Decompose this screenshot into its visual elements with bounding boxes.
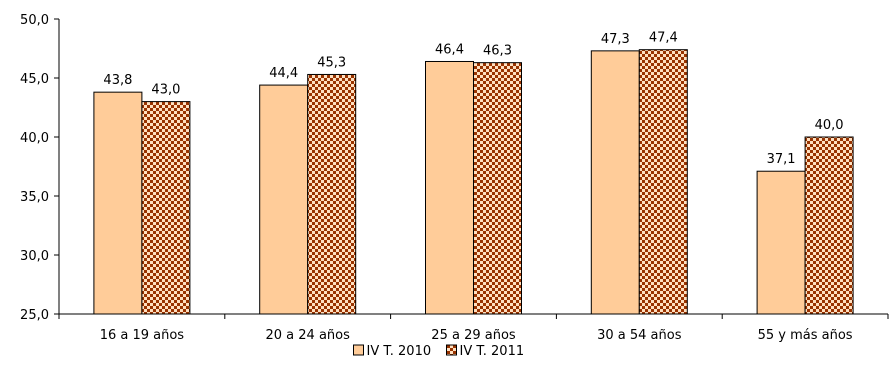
data-labels: 43,8 43,0 44,4 45,3 46,4 46,3 47,3 47,4 37,1 40,0 [103, 31, 843, 168]
x-tick-label: 30 a 54 años [597, 328, 682, 343]
data-label: 46,3 [483, 44, 512, 59]
data-label: 45,3 [317, 55, 346, 70]
x-tick-label: 16 a 19 años [100, 328, 185, 343]
y-tick-label: 40,0 [20, 131, 49, 146]
data-label: 47,3 [601, 32, 630, 47]
data-label: 43,8 [103, 73, 132, 88]
y-tick-label: 50,0 [20, 13, 49, 28]
legend-swatch [353, 344, 364, 356]
x-tick-label: 55 y más años [758, 328, 853, 343]
bar-iv-t-2011 [804, 136, 854, 315]
data-label: 37,1 [767, 152, 796, 167]
bar-iv-t-2010 [259, 84, 309, 315]
y-tick-label: 30,0 [20, 249, 49, 264]
y-tick-label: 25,0 [20, 308, 49, 323]
legend-label: IV T. 2011 [460, 344, 525, 359]
data-label: 44,4 [269, 66, 298, 81]
bar-iv-t-2010 [590, 50, 640, 315]
bar-iv-t-2011 [638, 49, 688, 315]
x-tick-label: 20 a 24 años [266, 328, 351, 343]
data-label: 46,4 [435, 42, 464, 57]
bars [93, 49, 854, 315]
bar-iv-t-2011 [473, 62, 522, 315]
data-label: 43,0 [151, 83, 180, 98]
bar-iv-t-2010 [425, 60, 474, 315]
y-tick-label: 45,0 [20, 72, 49, 87]
bar-iv-t-2010 [93, 91, 143, 315]
legend-label: IV T. 2010 [367, 344, 432, 359]
y-axis: 25,0 30,0 35,0 40,0 45,0 50,0 [20, 13, 60, 323]
data-label: 47,4 [649, 31, 678, 46]
x-tick-label: 25 a 29 años [431, 328, 516, 343]
y-tick-label: 35,0 [20, 190, 49, 205]
bar-iv-t-2010 [756, 170, 806, 315]
legend-swatch [446, 344, 457, 356]
legend: IV T. 2010 IV T. 2011 [353, 344, 525, 359]
bar-iv-t-2011 [141, 101, 191, 315]
x-axis: 16 a 19 años 20 a 24 años 25 a 29 años 30 a… [58, 313, 889, 343]
data-label: 40,0 [815, 118, 844, 133]
bar-iv-t-2011 [307, 73, 357, 315]
